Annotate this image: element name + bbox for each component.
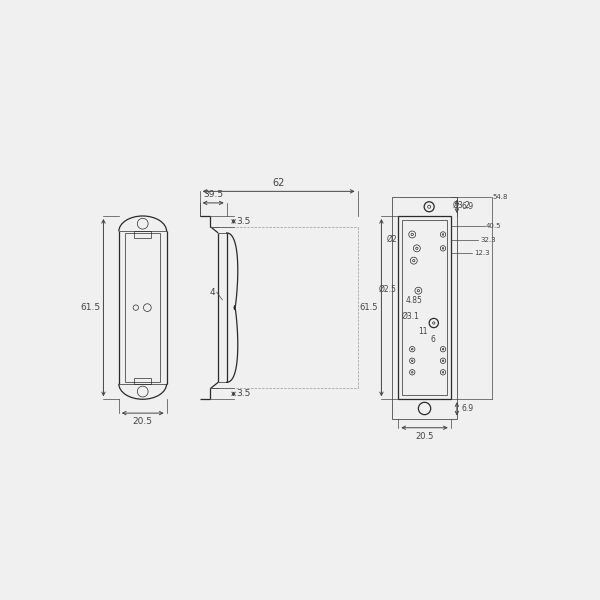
Bar xyxy=(402,220,447,395)
Text: 40.5: 40.5 xyxy=(486,223,502,229)
Text: 3.5: 3.5 xyxy=(236,217,251,226)
Text: 6.9: 6.9 xyxy=(461,404,473,413)
Text: Ø2.5: Ø2.5 xyxy=(379,285,397,294)
Text: 39.5: 39.5 xyxy=(203,190,223,199)
Text: Ø2: Ø2 xyxy=(386,235,397,244)
Text: 61.5: 61.5 xyxy=(80,303,100,312)
Text: Ø3.1: Ø3.1 xyxy=(401,311,419,320)
Bar xyxy=(125,233,160,382)
Bar xyxy=(134,377,151,384)
Text: 6.9: 6.9 xyxy=(461,202,473,211)
Text: 12.3: 12.3 xyxy=(474,250,490,256)
Text: 4.85: 4.85 xyxy=(406,296,423,305)
Text: Ø3.2: Ø3.2 xyxy=(452,201,470,210)
Text: 20.5: 20.5 xyxy=(415,431,434,440)
Bar xyxy=(392,197,457,419)
Text: 32.3: 32.3 xyxy=(480,237,496,243)
Bar xyxy=(398,216,451,399)
Text: 62: 62 xyxy=(272,178,285,187)
Bar xyxy=(134,232,151,238)
Text: 61.5: 61.5 xyxy=(360,303,379,312)
Text: 6: 6 xyxy=(431,335,436,343)
Text: 4: 4 xyxy=(209,288,215,297)
Text: 20.5: 20.5 xyxy=(133,417,153,426)
Text: 3.5: 3.5 xyxy=(236,389,251,398)
Text: 11: 11 xyxy=(418,327,428,336)
Text: 54.8: 54.8 xyxy=(493,194,508,200)
